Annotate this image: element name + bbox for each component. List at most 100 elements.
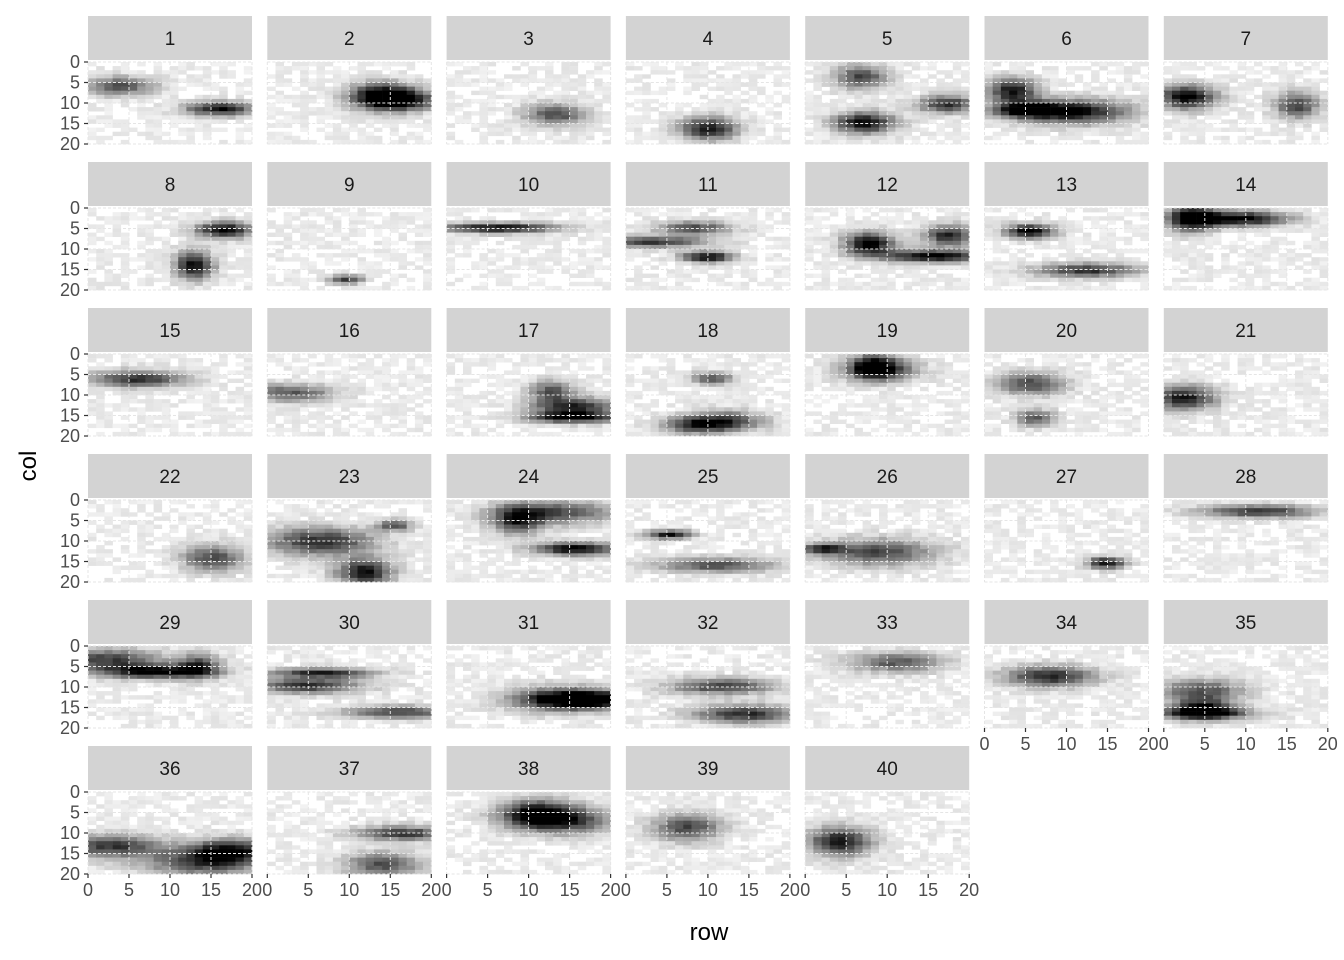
raster-cell <box>1221 261 1230 266</box>
raster-cell <box>357 90 366 96</box>
raster-cell <box>1319 115 1329 120</box>
raster-cell <box>243 228 253 233</box>
raster-cell <box>145 265 154 270</box>
raster-cell <box>96 74 105 79</box>
raster-cell <box>104 216 113 221</box>
raster-cell <box>120 261 130 266</box>
raster-cell <box>740 232 750 237</box>
raster-cell <box>903 86 913 91</box>
raster-cell <box>1025 123 1034 128</box>
raster-cell <box>1311 265 1320 270</box>
raster-cell <box>446 74 456 79</box>
raster-cell <box>446 257 456 262</box>
raster-cell <box>691 70 700 75</box>
raster-cell <box>357 94 366 100</box>
raster-cell <box>936 253 945 258</box>
raster-cell <box>952 253 962 258</box>
raster-cell <box>586 115 595 120</box>
raster-cell <box>153 115 163 120</box>
raster-cell <box>495 208 505 213</box>
raster-cell <box>1237 269 1247 274</box>
raster-cell <box>1050 265 1059 270</box>
raster-cell <box>186 98 195 104</box>
raster-cell <box>707 240 717 246</box>
raster-cell <box>699 111 709 116</box>
raster-cell <box>928 135 937 141</box>
raster-cell <box>316 382 325 388</box>
raster-cell <box>553 103 562 108</box>
raster-cell <box>365 403 375 408</box>
raster-cell <box>390 78 399 83</box>
raster-cell <box>1091 261 1100 266</box>
raster-cell <box>332 399 342 404</box>
raster-cell <box>373 261 383 266</box>
raster-cell <box>895 220 904 225</box>
raster-cell <box>487 123 497 128</box>
raster-cell <box>936 127 945 132</box>
raster-cell <box>382 269 391 274</box>
raster-cell <box>757 220 766 225</box>
raster-cell <box>300 382 309 388</box>
raster-cell <box>1245 220 1255 225</box>
raster-cell <box>153 277 163 283</box>
raster-cell <box>365 285 375 291</box>
raster-cell <box>382 224 391 229</box>
raster-cell <box>944 90 954 96</box>
raster-cell <box>96 127 105 132</box>
raster-cell <box>137 370 146 375</box>
raster-cell <box>1163 212 1173 217</box>
raster-cell <box>1237 273 1247 278</box>
raster-cell <box>178 411 187 416</box>
raster-cell <box>536 232 546 237</box>
raster-cell <box>291 115 301 120</box>
raster-cell <box>382 411 391 416</box>
raster-cell <box>1188 123 1197 128</box>
raster-cell <box>365 115 375 120</box>
raster-cell <box>1058 240 1067 246</box>
raster-cell <box>341 281 350 287</box>
raster-cell <box>112 82 122 87</box>
raster-cell <box>275 70 284 75</box>
raster-cell <box>454 216 464 221</box>
raster-cell <box>846 70 855 75</box>
raster-cell <box>275 107 284 112</box>
raster-cell <box>748 216 758 221</box>
raster-cell <box>561 66 570 71</box>
raster-cell <box>341 257 350 262</box>
raster-cell <box>357 244 366 250</box>
raster-cell <box>88 86 97 91</box>
raster-cell <box>1237 86 1247 91</box>
raster-cell <box>1000 119 1010 124</box>
raster-cell <box>553 212 562 217</box>
raster-cell <box>716 277 725 283</box>
raster-cell <box>1188 131 1197 137</box>
raster-cell <box>1066 277 1075 283</box>
raster-cell <box>349 366 358 371</box>
raster-cell <box>495 232 505 237</box>
raster-cell <box>1286 86 1296 91</box>
raster-cell <box>300 236 309 242</box>
raster-cell <box>1278 228 1288 233</box>
raster-cell <box>1107 103 1116 108</box>
raster-cell <box>145 423 154 429</box>
raster-cell <box>1123 220 1133 225</box>
raster-cell <box>1229 244 1238 250</box>
raster-cell <box>219 386 228 392</box>
raster-cell <box>961 244 970 250</box>
raster-cell <box>398 86 407 91</box>
raster-cell <box>446 103 456 108</box>
raster-cell <box>675 135 684 141</box>
raster-cell <box>104 370 113 375</box>
raster-cell <box>1172 119 1181 124</box>
raster-cell <box>341 115 350 120</box>
raster-cell <box>235 94 245 100</box>
raster-cell <box>821 253 831 258</box>
raster-cell <box>357 232 366 237</box>
raster-cell <box>1033 261 1043 266</box>
raster-cell <box>829 66 839 71</box>
raster-cell <box>691 236 700 242</box>
raster-cell <box>1163 131 1173 137</box>
raster-cell <box>1074 135 1084 141</box>
raster-cell <box>773 127 782 132</box>
raster-cell <box>178 66 187 71</box>
